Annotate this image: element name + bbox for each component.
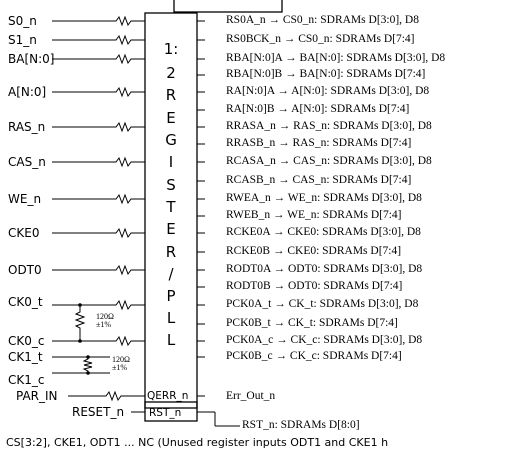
input-label: CK0_c	[8, 334, 45, 348]
chip-label-char: 2	[166, 64, 176, 82]
output-label: RA[N:0]B → A[N:0]: SDRAMs D[7:4]	[226, 103, 410, 115]
output-label: PCK0B_c → CK_c: SDRAMs D[7:4]	[226, 350, 402, 362]
output-label: RBA[N:0]A → BA[N:0]: SDRAMs D[3:0], D8	[226, 52, 446, 64]
input-label: CK1_t	[8, 350, 43, 364]
output-ticks	[197, 20, 240, 427]
output-label: RRASA_n → RAS_n: SDRAMs D[3:0], D8	[226, 120, 432, 132]
chip-label-char: P	[166, 287, 176, 305]
input-label: CK1_c	[8, 373, 45, 387]
input-label: WE_n	[8, 192, 42, 206]
input-label: S1_n	[8, 33, 37, 47]
rst-out-label: RST_n: SDRAMs D[8:0]	[242, 419, 360, 431]
resistor-label-ck0: 120Ω ±1%	[96, 312, 114, 329]
output-label: RCASA_n → CAS_n: SDRAMs D[3:0], D8	[226, 155, 432, 167]
output-label: RA[N:0]A → A[N:0]: SDRAMs D[3:0], D8	[226, 85, 430, 97]
chip-label-char: /	[168, 265, 174, 283]
input-label: BA[N:0]	[8, 52, 55, 66]
output-label: RODT0B → ODT0: SDRAMs D[7:4]	[226, 280, 403, 292]
chip-label-char: L	[166, 309, 176, 327]
chip-label-char: G	[165, 131, 177, 149]
chip-label-char: 1:	[163, 40, 179, 58]
input-label: ODT0	[8, 263, 42, 277]
chip-label-char: R	[165, 243, 177, 261]
output-label: RCKE0A → CKE0: SDRAMs D[3:0], D8	[226, 226, 421, 238]
top-box	[173, 0, 283, 13]
input-label: RESET_n	[72, 405, 125, 419]
output-label: RWEA_n → WE_n: SDRAMs D[3:0], D8	[226, 192, 422, 204]
output-label: PCK0A_t → CK_t: SDRAMs D[3:0], D8	[226, 298, 419, 310]
chip-label-char: S	[166, 176, 176, 194]
input-label: PAR_IN	[16, 389, 58, 403]
input-label: RAS_n	[8, 120, 46, 134]
output-label: RS0BCK_n → CS0_n: SDRAMs D[7:4]	[226, 33, 415, 45]
input-label: A[N:0]	[8, 85, 47, 99]
input-label: CAS_n	[8, 155, 46, 169]
output-label: PCK0B_t → CK_t: SDRAMs D[7:4]	[226, 317, 398, 329]
output-label: RCKE0B → CKE0: SDRAMs D[7:4]	[226, 245, 402, 257]
output-label: RBA[N:0]B → BA[N:0]: SDRAMs D[7:4]	[226, 68, 426, 80]
junction-dots	[78, 303, 90, 375]
input-label: CKE0	[8, 226, 40, 240]
chip-label-char: I	[168, 153, 174, 171]
output-label: RRASB_n → RAS_n: SDRAMs D[7:4]	[226, 137, 412, 149]
footnote: CS[3:2], CKE1, ODT1 ... NC (Unused regis…	[6, 436, 389, 449]
rst-pin-label: RST_n	[149, 407, 182, 419]
chip-label-char: T	[166, 198, 176, 216]
chip-label-char: R	[165, 86, 177, 104]
output-label: PCK0A_c → CK_c: SDRAMs D[3:0], D8	[226, 334, 423, 346]
err-out-label: Err_Out_n	[226, 390, 276, 402]
qerr-pin-label: QERR_n	[147, 390, 189, 402]
chip-label-char: E	[166, 109, 176, 127]
chip-label-char: L	[166, 331, 176, 349]
input-traces	[52, 15, 145, 413]
chip-label-char: E	[166, 220, 176, 238]
output-label: RS0A_n → CS0_n: SDRAMs D[3:0], D8	[226, 14, 419, 26]
chip-body	[144, 12, 198, 409]
resistor-label-ck1: 120Ω ±1%	[112, 355, 130, 372]
input-label: S0_n	[8, 14, 37, 28]
output-label: RCASB_n → CAS_n: SDRAMs D[7:4]	[226, 174, 412, 186]
output-label: RODT0A → ODT0: SDRAMs D[3:0], D8	[226, 263, 423, 275]
input-label: CK0_t	[8, 295, 43, 309]
output-label: RWEB_n → WE_n: SDRAMs D[7:4]	[226, 209, 402, 221]
